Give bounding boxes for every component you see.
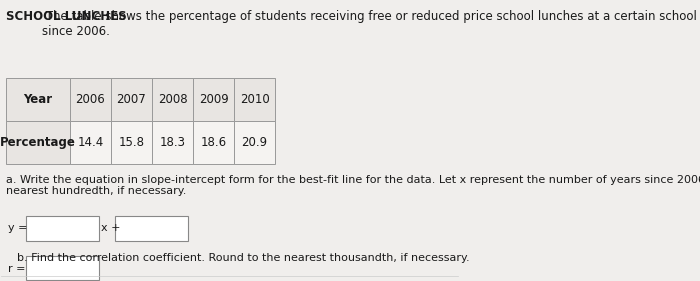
Text: 2007: 2007 [117,93,146,106]
FancyBboxPatch shape [115,216,188,241]
FancyBboxPatch shape [152,121,193,164]
Text: 2010: 2010 [240,93,270,106]
Text: Percentage: Percentage [0,136,76,149]
Text: 2008: 2008 [158,93,188,106]
FancyBboxPatch shape [234,78,275,121]
Text: r =: r = [8,264,26,275]
Text: 15.8: 15.8 [118,136,144,149]
FancyBboxPatch shape [27,216,99,241]
Text: Year: Year [23,93,52,106]
Text: y =: y = [8,223,28,233]
FancyBboxPatch shape [6,121,70,164]
FancyBboxPatch shape [193,121,234,164]
FancyBboxPatch shape [111,121,152,164]
Text: 18.3: 18.3 [160,136,186,149]
FancyBboxPatch shape [193,78,234,121]
FancyBboxPatch shape [6,78,70,121]
Text: 18.6: 18.6 [200,136,227,149]
Text: 2006: 2006 [76,93,105,106]
Text: 14.4: 14.4 [77,136,104,149]
Text: 20.9: 20.9 [241,136,267,149]
Text: The table shows the percentage of students receiving free or reduced price schoo: The table shows the percentage of studen… [41,10,700,38]
FancyBboxPatch shape [234,121,275,164]
FancyBboxPatch shape [70,78,111,121]
Text: a. Write the equation in slope-intercept form for the best-fit line for the data: a. Write the equation in slope-intercept… [6,175,700,196]
FancyBboxPatch shape [27,256,99,280]
Text: SCHOOL LUNCHES: SCHOOL LUNCHES [6,10,127,23]
Text: x +: x + [101,223,120,233]
FancyBboxPatch shape [152,78,193,121]
FancyBboxPatch shape [70,121,111,164]
Text: b. Find the correlation coefficient. Round to the nearest thousandth, if necessa: b. Find the correlation coefficient. Rou… [18,253,470,263]
Text: 2009: 2009 [199,93,228,106]
FancyBboxPatch shape [111,78,152,121]
